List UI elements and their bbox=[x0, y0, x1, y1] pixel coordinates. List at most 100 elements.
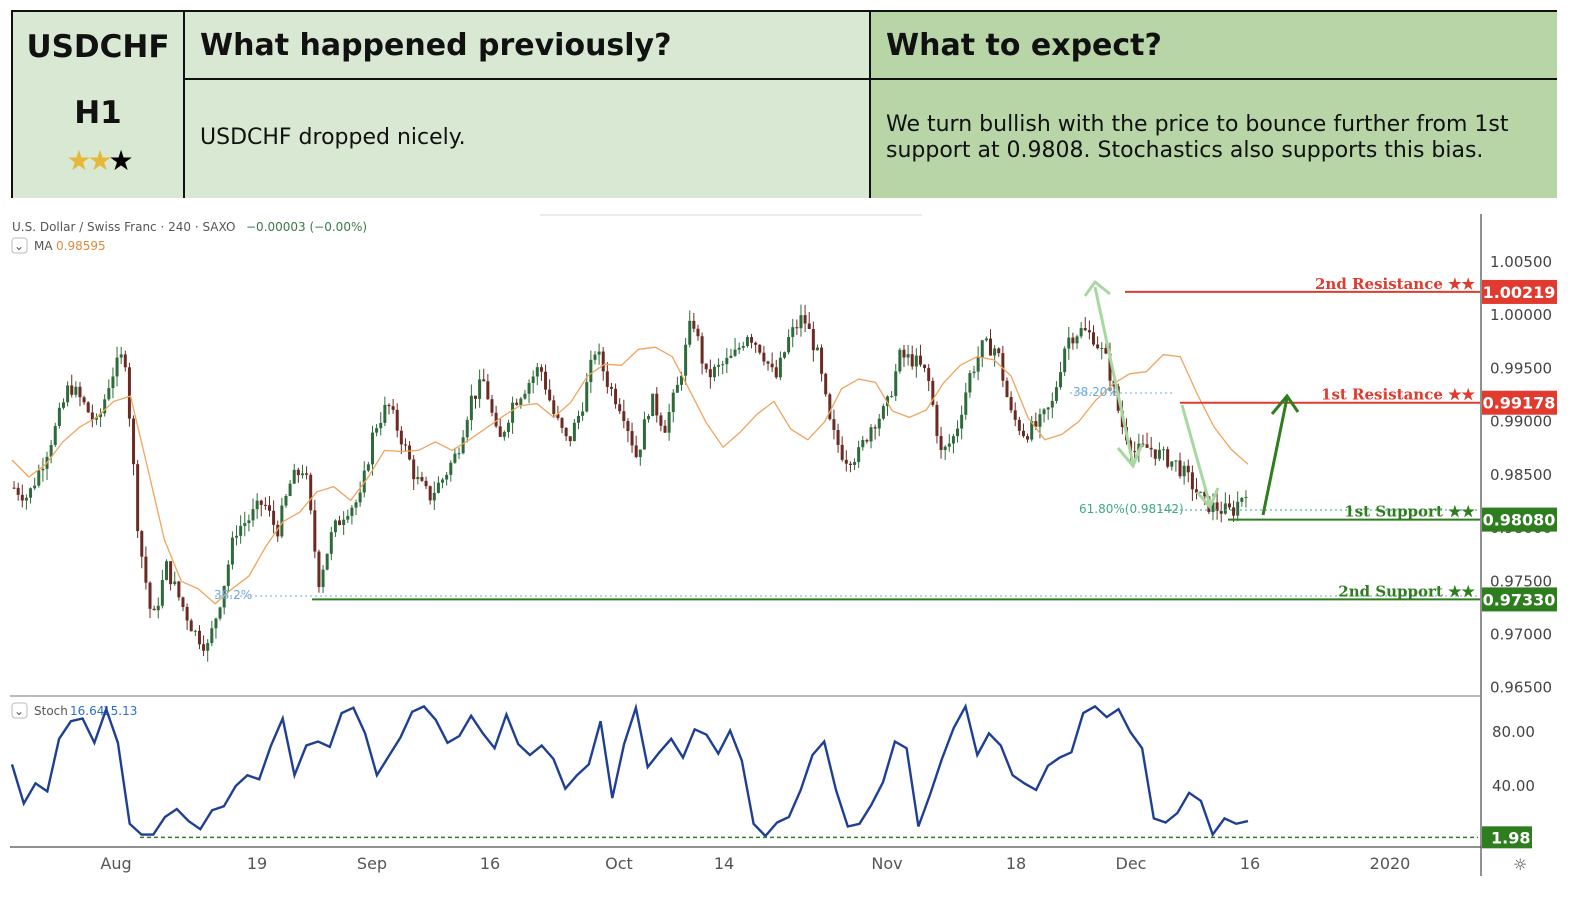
candle-body bbox=[935, 404, 939, 436]
candle-body bbox=[230, 537, 234, 565]
candle-body bbox=[1059, 372, 1063, 388]
fib-382-label: 38.20% bbox=[1073, 385, 1119, 399]
time-tick-label: 19 bbox=[247, 854, 267, 873]
candle-body bbox=[671, 392, 675, 412]
time-tick-label: 14 bbox=[714, 854, 734, 873]
candle-body bbox=[972, 371, 976, 374]
candle-body bbox=[993, 348, 997, 356]
time-tick-label: Nov bbox=[871, 854, 902, 873]
candle-body bbox=[379, 422, 383, 429]
candle-body bbox=[350, 507, 354, 516]
candle-body bbox=[259, 500, 263, 505]
candle-body bbox=[659, 415, 663, 426]
level-price-tag bbox=[1482, 279, 1557, 304]
candle-body bbox=[57, 407, 61, 426]
candle-body bbox=[445, 474, 449, 480]
candle-body bbox=[66, 385, 70, 403]
candle-body bbox=[1236, 501, 1240, 516]
candle-body bbox=[424, 480, 428, 487]
candle-body bbox=[1227, 503, 1231, 508]
light-arrowhead-down bbox=[1116, 443, 1144, 469]
candle-body bbox=[593, 354, 597, 360]
candle-body bbox=[165, 561, 168, 581]
candle-body bbox=[618, 404, 622, 412]
candle-body bbox=[717, 364, 721, 367]
candle-body bbox=[647, 416, 651, 420]
ma-collapse-toggle[interactable] bbox=[11, 237, 28, 254]
candle-body bbox=[902, 349, 906, 358]
candle-body bbox=[886, 396, 889, 407]
candle-body bbox=[989, 338, 992, 356]
candle-body bbox=[333, 520, 337, 533]
candle-body bbox=[1211, 502, 1215, 513]
candle-body bbox=[976, 357, 980, 372]
candle-body bbox=[692, 320, 696, 329]
candle-body bbox=[62, 402, 65, 408]
candle-body bbox=[811, 329, 815, 351]
price-tick-label: 0.99000 bbox=[1490, 413, 1552, 431]
candle-body bbox=[428, 486, 432, 501]
stoch-level-value: 1.98 bbox=[1491, 828, 1530, 847]
candle-body bbox=[939, 435, 943, 451]
candle-body bbox=[502, 431, 506, 437]
candle-body bbox=[774, 367, 778, 378]
candle-body bbox=[305, 473, 309, 475]
candle-body bbox=[1240, 497, 1244, 502]
candle-body bbox=[680, 375, 683, 385]
light-arrow-down-2 bbox=[1180, 404, 1212, 506]
candle-body bbox=[375, 428, 379, 433]
candle-body bbox=[638, 449, 642, 458]
candle-body bbox=[395, 409, 399, 431]
candle-body bbox=[745, 337, 749, 346]
light-arrow-down bbox=[1093, 286, 1135, 465]
chevron-down-icon: ⌄ bbox=[14, 239, 24, 253]
candle-body bbox=[787, 336, 791, 353]
candle-body bbox=[1141, 443, 1145, 445]
candle-body bbox=[474, 395, 477, 399]
price-tick-label: 1.00500 bbox=[1490, 253, 1552, 271]
candle-body bbox=[317, 551, 321, 588]
price-tick-label: 1.00000 bbox=[1490, 306, 1552, 324]
candle-body bbox=[568, 436, 572, 442]
candle-body bbox=[115, 357, 119, 377]
candle-body bbox=[1244, 497, 1248, 499]
candle-body bbox=[494, 412, 498, 427]
stoch-d-value: 15.13 bbox=[103, 704, 137, 718]
time-ticks: Aug 19 Sep 16 Oct 14 Nov 18 Dec 16 2020 bbox=[100, 854, 1410, 873]
level-price-tag bbox=[1482, 587, 1557, 612]
candle-body bbox=[605, 371, 609, 387]
candle-body bbox=[923, 364, 927, 369]
candle-body bbox=[832, 419, 836, 430]
candle-body bbox=[169, 561, 173, 585]
candle-body bbox=[214, 618, 218, 629]
candle-body bbox=[111, 376, 115, 389]
gear-icon[interactable]: ☼ bbox=[1513, 855, 1527, 874]
candle-body bbox=[255, 500, 259, 510]
candle-body bbox=[873, 427, 877, 429]
candle-body bbox=[123, 354, 127, 368]
expect-text: We turn bullish with the price to bounce… bbox=[871, 80, 1557, 198]
candle-body bbox=[906, 354, 910, 358]
candle-body bbox=[828, 394, 832, 420]
time-tick-label: 18 bbox=[1006, 854, 1026, 873]
candle-body bbox=[226, 564, 230, 586]
candle-body bbox=[539, 367, 543, 372]
time-tick-label: 2020 bbox=[1370, 854, 1411, 873]
candle-body bbox=[758, 344, 762, 353]
candle-body bbox=[1063, 348, 1067, 373]
ma-label: MA bbox=[34, 239, 53, 253]
candle-body bbox=[1100, 347, 1104, 349]
candle-body bbox=[1178, 460, 1182, 477]
candle-body bbox=[70, 385, 74, 395]
previous-text: USDCHF dropped nicely. bbox=[185, 80, 871, 198]
candle-body bbox=[803, 315, 807, 324]
candle-body bbox=[1149, 447, 1153, 450]
candle-body bbox=[1232, 507, 1236, 516]
candle-body bbox=[725, 357, 729, 365]
candle-body bbox=[478, 379, 482, 399]
candle-body bbox=[1199, 491, 1203, 493]
stoch-collapse-toggle[interactable] bbox=[11, 702, 28, 719]
candle-body bbox=[391, 406, 395, 410]
candle-body bbox=[684, 344, 688, 376]
candle-body bbox=[403, 444, 407, 446]
